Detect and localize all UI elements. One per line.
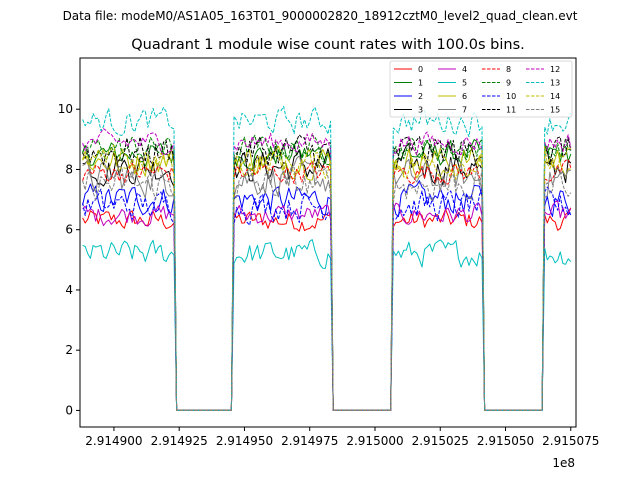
series-line-3 <box>82 143 572 411</box>
series-line-4 <box>82 200 572 411</box>
series-line-10 <box>82 186 572 411</box>
series-line-7 <box>82 155 571 411</box>
x-tick-label: 2.915050 <box>477 434 534 448</box>
legend-label-2: 2 <box>418 92 423 101</box>
x-offset-label: 1e8 <box>552 456 575 470</box>
series-line-9 <box>82 134 572 411</box>
y-tick-label: 8 <box>65 162 73 176</box>
series-line-0 <box>82 207 572 411</box>
legend-label-6: 6 <box>462 92 467 101</box>
plot-frame <box>79 57 577 428</box>
legend-label-11: 11 <box>506 106 516 115</box>
legend-label-15: 15 <box>550 106 560 115</box>
legend-label-10: 10 <box>506 92 516 101</box>
series-layer <box>82 105 572 411</box>
legend-label-9: 9 <box>506 79 511 88</box>
series-line-5 <box>82 239 572 411</box>
x-tick-label: 2.914900 <box>85 434 142 448</box>
legend-label-0: 0 <box>418 65 423 74</box>
legend-label-1: 1 <box>418 79 423 88</box>
series-line-11 <box>82 134 572 411</box>
y-tick-label: 2 <box>65 343 73 357</box>
figure-suptitle: Data file: modeM0/AS1A05_163T01_90000028… <box>63 9 578 23</box>
x-tick-label: 2.915075 <box>542 434 599 448</box>
x-tick-label: 2.915000 <box>346 434 403 448</box>
chart-title: Quadrant 1 module wise count rates with … <box>131 37 525 53</box>
legend-label-12: 12 <box>550 65 560 74</box>
series-line-1 <box>82 139 572 411</box>
legend-label-3: 3 <box>418 106 423 115</box>
x-tick-label: 2.914950 <box>216 434 273 448</box>
x-tick-label: 2.914925 <box>151 434 208 448</box>
series-line-13 <box>82 105 572 411</box>
series-line-12 <box>82 128 572 411</box>
x-tick-label: 2.915025 <box>412 434 469 448</box>
legend-label-14: 14 <box>550 92 560 101</box>
y-tick-label: 6 <box>65 223 73 237</box>
legend-label-5: 5 <box>462 79 467 88</box>
series-line-15 <box>82 166 572 411</box>
legend-label-13: 13 <box>550 79 560 88</box>
legend-label-7: 7 <box>462 106 467 115</box>
x-tick-label: 2.914975 <box>281 434 338 448</box>
y-tick-label: 10 <box>58 102 73 116</box>
legend-label-8: 8 <box>506 65 511 74</box>
legend-label-4: 4 <box>462 65 467 74</box>
y-tick-label: 0 <box>65 403 73 417</box>
legend-box <box>389 60 573 118</box>
y-tick-label: 4 <box>65 283 73 297</box>
